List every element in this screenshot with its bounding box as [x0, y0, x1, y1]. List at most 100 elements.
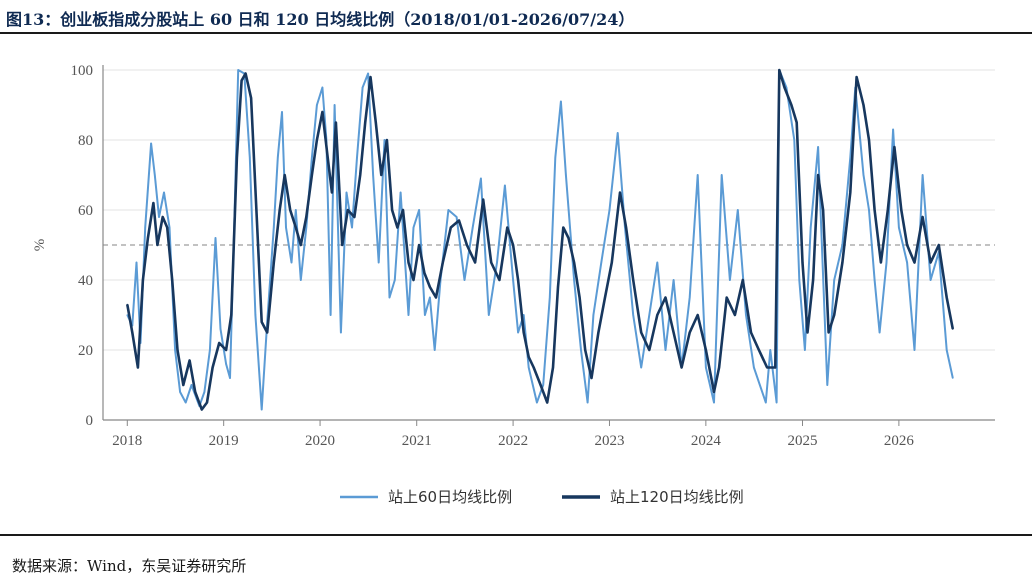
- data-point: [656, 314, 659, 316]
- data-point: [340, 331, 342, 334]
- data-point: [725, 296, 728, 299]
- data-point: [892, 128, 894, 131]
- data-point: [790, 104, 793, 106]
- data-point: [283, 174, 286, 176]
- data-point: [522, 331, 525, 334]
- data-point: [316, 139, 318, 141]
- data-point: [688, 296, 691, 299]
- data-point: [455, 216, 458, 218]
- data-point: [244, 72, 247, 75]
- data-point: [734, 314, 736, 316]
- data-point: [209, 349, 211, 351]
- data-point: [611, 261, 613, 264]
- data-point: [841, 261, 844, 264]
- data-point: [407, 261, 410, 264]
- data-point: [126, 303, 129, 306]
- data-point: [625, 226, 627, 229]
- data-point: [206, 401, 208, 404]
- data-point: [539, 384, 542, 386]
- data-point: [386, 139, 388, 141]
- data-point: [688, 331, 691, 334]
- data-point: [277, 156, 279, 159]
- data-point: [166, 226, 168, 229]
- data-point: [742, 279, 744, 281]
- data-point: [600, 261, 603, 264]
- data-point: [361, 86, 364, 89]
- data-point: [299, 279, 302, 281]
- data-point: [745, 314, 747, 316]
- data-point: [672, 279, 675, 281]
- data-point: [766, 366, 768, 369]
- data-point: [729, 279, 731, 281]
- data-point: [793, 139, 796, 141]
- data-point: [921, 216, 924, 218]
- data-point: [236, 156, 238, 159]
- data-point: [937, 244, 940, 246]
- data-point: [412, 279, 415, 281]
- data-point: [147, 237, 149, 239]
- data-point: [554, 156, 557, 159]
- data-point: [945, 296, 948, 299]
- data-point: [161, 216, 164, 218]
- data-point: [833, 279, 835, 281]
- data-point: [578, 296, 581, 299]
- data-point: [418, 244, 420, 246]
- data-point: [527, 356, 530, 358]
- data-point: [517, 331, 519, 334]
- data-point: [250, 97, 252, 99]
- data-point: [335, 121, 337, 124]
- data-point: [562, 226, 565, 229]
- data-point: [131, 331, 134, 334]
- x-tick-label: 2020: [305, 433, 335, 449]
- data-point: [680, 366, 683, 369]
- data-point: [429, 286, 431, 288]
- data-point: [458, 219, 460, 222]
- data-point: [435, 296, 437, 299]
- data-point: [294, 209, 297, 211]
- data-point: [137, 366, 139, 369]
- data-point: [482, 198, 485, 201]
- data-point: [329, 314, 332, 316]
- data-point: [190, 384, 193, 386]
- data-point: [305, 226, 308, 229]
- data-point: [218, 342, 220, 344]
- legend-label-0: 站上60日均线比例: [388, 488, 512, 506]
- data-point: [764, 401, 767, 404]
- data-point: [713, 401, 715, 404]
- x-tick-label: 2023: [594, 433, 624, 449]
- data-point: [294, 226, 297, 229]
- data-point: [278, 209, 281, 211]
- data-point: [158, 216, 160, 218]
- data-point: [442, 261, 444, 264]
- data-point: [424, 314, 426, 316]
- data-point: [171, 279, 173, 281]
- data-point: [873, 209, 876, 211]
- data-point: [804, 349, 806, 351]
- data-point: [795, 121, 798, 124]
- data-point: [142, 279, 144, 281]
- data-point: [402, 209, 404, 211]
- data-point: [640, 331, 642, 334]
- data-point: [305, 216, 308, 218]
- data-point: [281, 111, 283, 113]
- data-point: [849, 191, 852, 194]
- y-tick-label: 60: [78, 203, 93, 219]
- y-tick-label: 80: [78, 133, 93, 149]
- x-tick-label: 2021: [402, 433, 432, 449]
- data-point: [255, 209, 258, 211]
- data-point: [168, 226, 171, 229]
- data-point: [592, 314, 595, 316]
- data-point: [560, 100, 562, 103]
- data-point: [753, 366, 755, 369]
- data-point: [364, 121, 367, 124]
- x-tick-label: 2022: [498, 433, 528, 449]
- data-point: [285, 226, 287, 229]
- data-point: [565, 174, 567, 176]
- data-point: [225, 349, 227, 351]
- data-point: [608, 209, 611, 211]
- data-point: [783, 86, 786, 89]
- data-point: [174, 349, 176, 351]
- data-point: [713, 391, 715, 393]
- data-point: [806, 331, 809, 334]
- data-point: [311, 174, 313, 176]
